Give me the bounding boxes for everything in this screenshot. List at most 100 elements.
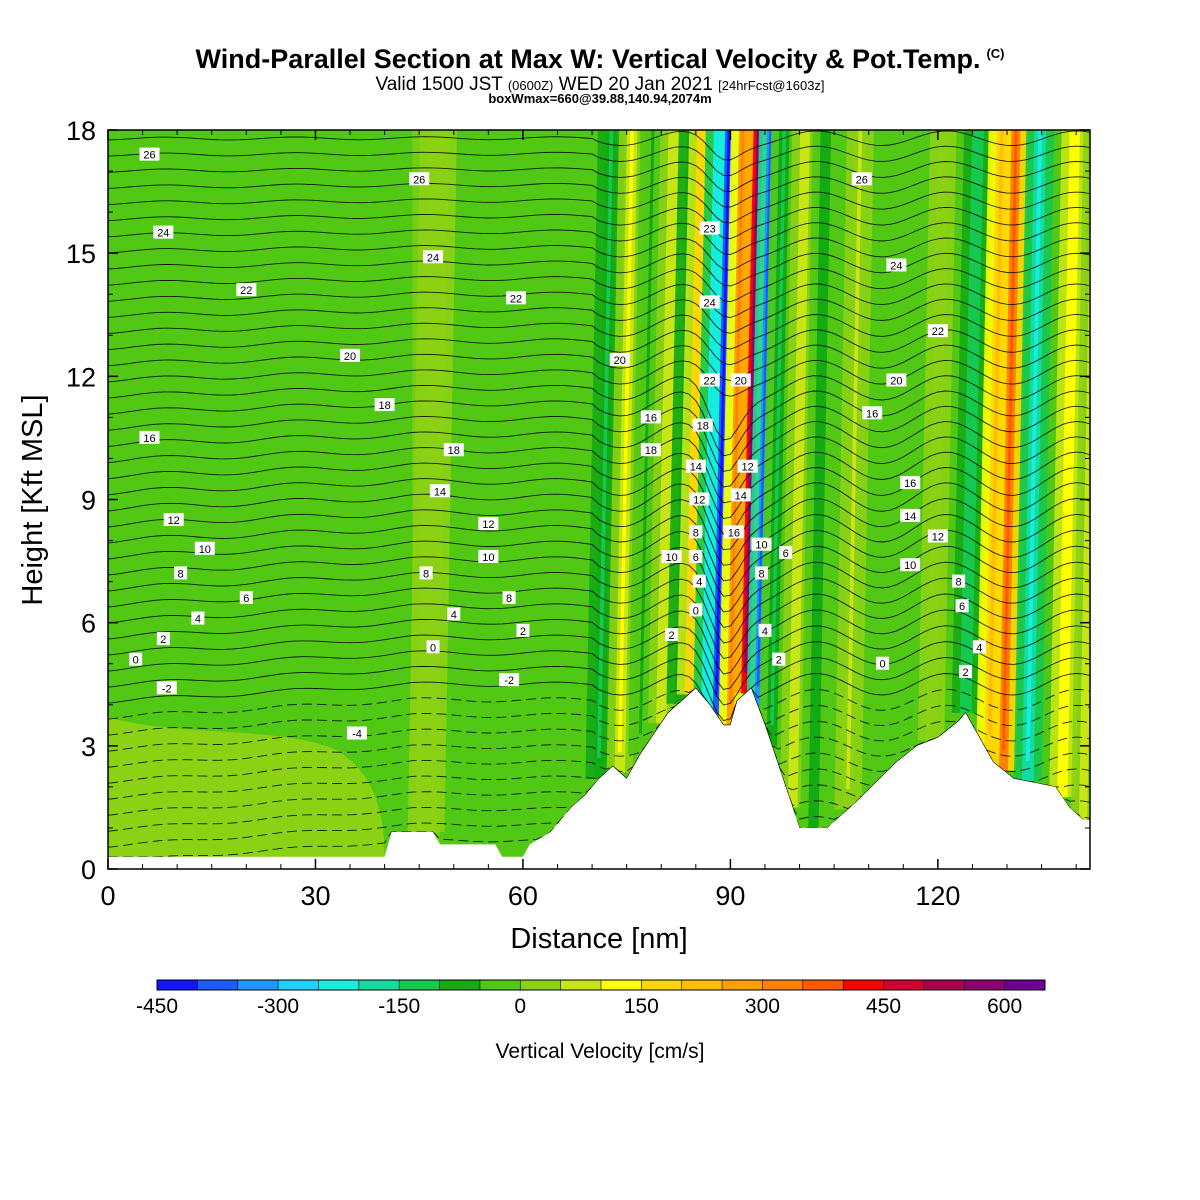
copyright-mark: (C): [986, 46, 1005, 61]
theta-label: 10: [751, 537, 772, 552]
theta-label-box: [194, 541, 215, 555]
theta-contour-line: [108, 161, 1090, 192]
y-tick-label: 12: [66, 362, 96, 392]
theta-label-text: 2: [520, 626, 526, 638]
theta-label-box: [685, 459, 706, 473]
colorbar-swatch: [318, 980, 360, 990]
theta-label-box: [699, 295, 720, 309]
theta-label-box: [640, 410, 661, 424]
theta-label-text: -4: [352, 729, 362, 741]
colorbar-swatch: [358, 980, 400, 990]
velocity-band: [800, 130, 840, 828]
theta-label-box: [886, 258, 907, 272]
theta-label-text: 14: [904, 511, 916, 523]
colorbar-tick-label: 600: [987, 995, 1022, 1018]
velocity-band-core: [638, 130, 655, 734]
theta-label-text: 18: [645, 445, 657, 457]
theta-label-text: 10: [665, 552, 677, 564]
theta-label-box: [340, 348, 361, 362]
theta-label-text: 20: [614, 355, 626, 367]
theta-label-text: 4: [195, 614, 201, 626]
theta-contour-line: [108, 268, 1090, 303]
theta-label: 0: [689, 603, 703, 617]
theta-label-box: [851, 172, 872, 186]
theta-label-box: [139, 147, 160, 161]
theta-contour-line: [108, 529, 1090, 597]
theta-label: 4: [972, 640, 986, 654]
theta-label: 26: [139, 147, 160, 162]
colorbar-swatch: [722, 980, 763, 990]
theta-label-text: 12: [693, 495, 705, 507]
colorbar: -450 -300 -150 0 150 300 450 600: [136, 979, 1046, 1018]
theta-label-box: [429, 484, 450, 498]
theta-label-text: 8: [758, 568, 764, 580]
velocity-band-core: [1025, 130, 1043, 761]
colorbar-swatch: [641, 980, 683, 990]
velocity-band-core: [846, 130, 863, 789]
theta-label-text: 10: [904, 560, 916, 572]
theta-label-text: 24: [427, 252, 439, 264]
theta-label-box: [900, 508, 921, 522]
theta-label-box: [927, 529, 948, 543]
velocity-band-core: [987, 130, 1005, 736]
velocity-band-core: [618, 130, 634, 752]
theta-label-box: [955, 599, 969, 613]
theta-label-text: 8: [693, 527, 699, 539]
theta-label-box: [191, 611, 205, 625]
theta-label-text: 10: [755, 540, 767, 552]
velocity-band-core: [1002, 130, 1018, 750]
colorbar-tick-label: -450: [136, 995, 178, 1018]
theta-label: 20: [886, 373, 907, 387]
colorbar-tick-label: 0: [514, 995, 526, 1018]
theta-label-text: 2: [669, 630, 675, 642]
theta-label-text: 18: [697, 421, 709, 433]
x-tick-label: 0: [100, 881, 115, 911]
theta-label-box: [730, 488, 751, 502]
theta-label-box: [516, 623, 530, 637]
theta-label-box: [346, 726, 367, 740]
theta-label-box: [972, 640, 986, 654]
colorbar-swatch: [681, 980, 723, 990]
theta-contour-line: [108, 222, 1090, 255]
theta-label-box: [443, 443, 464, 457]
theta-label-text: 8: [506, 593, 512, 605]
y-tick-label: 6: [81, 609, 96, 639]
theta-label-text: 2: [776, 655, 782, 667]
theta-label-text: 20: [344, 351, 356, 363]
theta-contour-line: [108, 482, 1090, 551]
theta-label-text: 14: [735, 490, 747, 502]
theta-contour-line: [108, 577, 1090, 644]
theta-label-text: 12: [932, 531, 944, 543]
theta-contour-line: [108, 609, 1090, 675]
theta-label-box: [900, 476, 921, 490]
theta-label-text: 24: [157, 228, 169, 240]
valid-utc: (0600Z): [507, 78, 554, 93]
theta-label: 10: [194, 541, 215, 556]
theta-contour-line: [108, 344, 1090, 382]
theta-label-box: [419, 566, 433, 580]
theta-label-text: 24: [704, 297, 716, 309]
theta-contour-line: [108, 313, 1090, 350]
theta-label-box: [886, 373, 907, 387]
theta-label: 23: [699, 221, 720, 236]
theta-contour-line: [108, 130, 1090, 161]
colorbar-swatch: [197, 980, 239, 990]
theta-label: 10: [900, 558, 921, 572]
theta-label-box: [129, 652, 143, 666]
theta-label: 8: [952, 574, 966, 589]
theta-label-text: 6: [783, 548, 789, 560]
colorbar-tick-label: 300: [745, 995, 780, 1018]
theta-label: 2: [665, 627, 679, 642]
theta-label-box: [174, 566, 188, 580]
theta-label-box: [499, 673, 520, 687]
theta-contour-line: [108, 421, 1090, 488]
theta-contour-line: [108, 436, 1090, 504]
theta-label: 24: [423, 250, 444, 264]
theta-label-text: -2: [162, 683, 172, 695]
colorbar-tick-label: -150: [378, 995, 420, 1018]
velocity-band-core: [963, 130, 980, 693]
theta-label: 12: [689, 492, 710, 507]
theta-label-text: 26: [856, 174, 868, 186]
theta-label-text: 22: [240, 285, 252, 297]
theta-label: 20: [609, 352, 630, 367]
